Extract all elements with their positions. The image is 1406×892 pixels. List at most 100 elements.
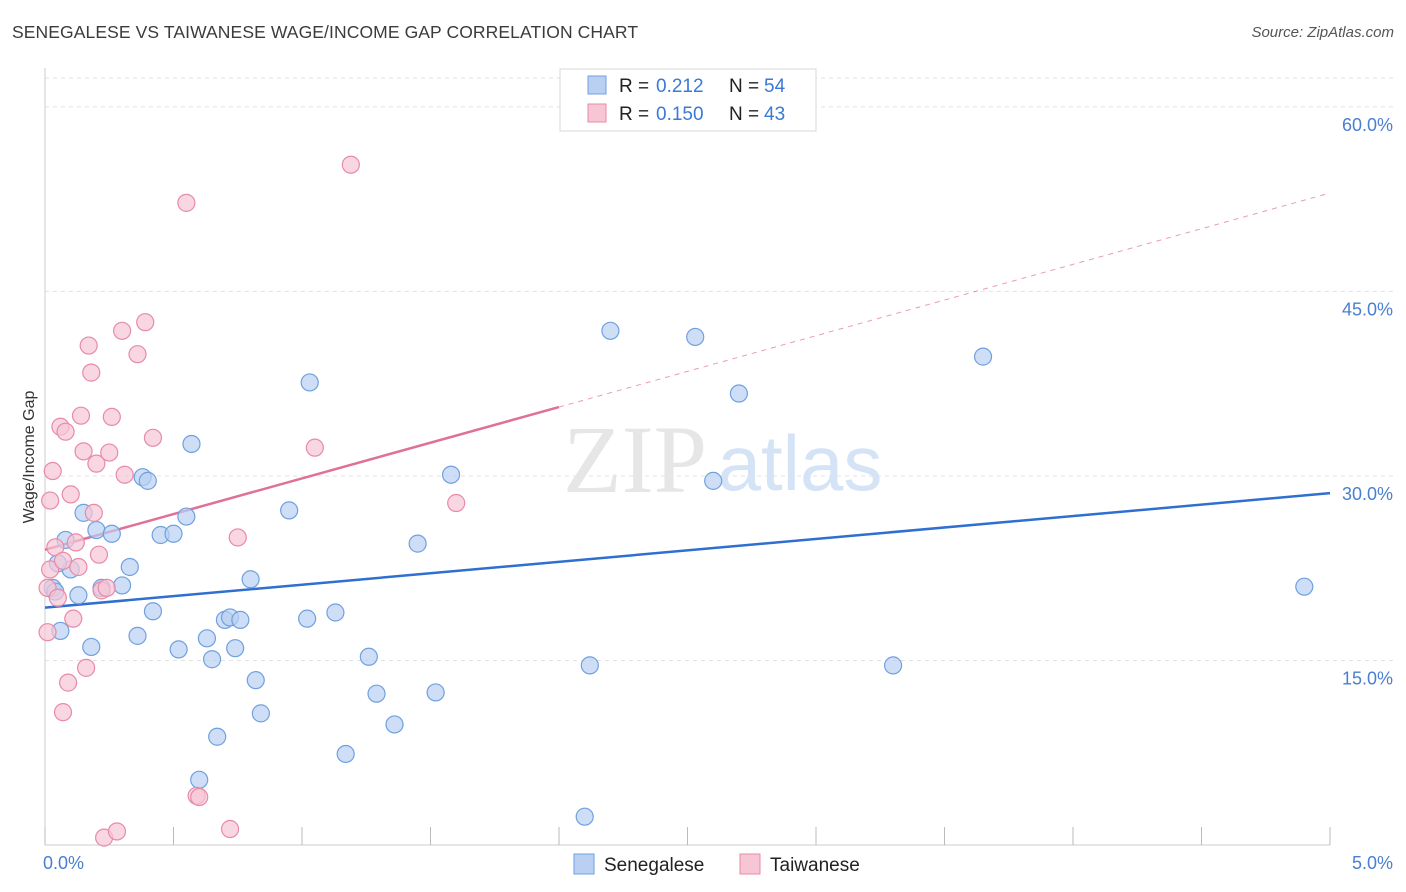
taiwanese-point-12 bbox=[61, 485, 80, 504]
senegalese-point-49 bbox=[729, 384, 749, 403]
senegalese-point-22 bbox=[190, 770, 209, 789]
source-attribution: Source: ZipAtlas.com bbox=[1251, 24, 1394, 41]
taiwanese-point-42 bbox=[447, 493, 466, 513]
y-tick-label-0: 15.0% bbox=[1342, 668, 1393, 688]
y-axis-label: Wage/Income Gap bbox=[21, 391, 38, 524]
senegalese-point-43 bbox=[441, 465, 461, 484]
taiwanese-point-21 bbox=[84, 503, 103, 522]
taiwanese-point-9 bbox=[53, 703, 73, 722]
senegalese-point-19 bbox=[169, 640, 188, 659]
taiwanese-point-29 bbox=[107, 822, 127, 841]
taiwanese-point-28 bbox=[102, 407, 121, 427]
taiwanese-point-30 bbox=[112, 321, 132, 340]
senegalese-point-42 bbox=[426, 683, 445, 702]
y-tick-label-1: 30.0% bbox=[1342, 484, 1393, 504]
axes bbox=[44, 68, 1331, 846]
taiwanese-point-32 bbox=[128, 345, 147, 364]
taiwanese-point-22 bbox=[87, 454, 106, 473]
senegalese-point-10 bbox=[102, 524, 121, 543]
legend-swatch-senegalese bbox=[587, 75, 607, 95]
taiwanese-point-10 bbox=[56, 422, 75, 441]
senegalese-point-21 bbox=[182, 434, 201, 454]
taiwanese-point-6 bbox=[48, 588, 67, 607]
taiwanese-point-23 bbox=[89, 545, 109, 564]
senegalese-point-50 bbox=[883, 656, 903, 675]
y-tick-label-3: 60.0% bbox=[1342, 115, 1393, 135]
senegalese-point-38 bbox=[359, 647, 378, 666]
taiwanese-point-3 bbox=[41, 491, 60, 510]
x-tick-label-0: 0.0% bbox=[43, 853, 84, 873]
senegalese-point-20 bbox=[177, 507, 196, 526]
legend-n-value-1: 54 bbox=[764, 76, 786, 97]
taiwanese-point-15 bbox=[69, 557, 88, 577]
taiwanese-point-33 bbox=[136, 313, 155, 332]
senegalese-point-23 bbox=[197, 629, 217, 648]
series-legend-label-senegalese: Senegalese bbox=[604, 855, 704, 876]
data-points bbox=[38, 155, 1314, 847]
legend-n-label-1: N = bbox=[729, 76, 759, 97]
senegalese-point-8 bbox=[87, 520, 106, 540]
senegalese-point-41 bbox=[408, 534, 427, 553]
senegalese-point-7 bbox=[82, 637, 101, 657]
taiwanese-point-27 bbox=[100, 443, 119, 462]
senegalese-trend-line bbox=[44, 491, 1331, 609]
senegalese-point-5 bbox=[69, 586, 88, 605]
legend-r-value-2: 0.150 bbox=[656, 104, 704, 125]
legend-r-value-1: 0.212 bbox=[656, 76, 704, 97]
taiwanese-point-16 bbox=[71, 406, 91, 425]
taiwanese-point-5 bbox=[46, 538, 65, 557]
senegalese-point-15 bbox=[138, 471, 157, 490]
watermark-atlas: atlas bbox=[718, 419, 883, 507]
watermark-zip: ZIP bbox=[563, 406, 707, 513]
taiwanese-point-37 bbox=[190, 787, 209, 807]
senegalese-point-36 bbox=[326, 603, 345, 622]
senegalese-point-48 bbox=[704, 471, 723, 490]
taiwanese-point-11 bbox=[59, 673, 78, 692]
senegalese-point-16 bbox=[143, 602, 163, 621]
senegalese-point-25 bbox=[208, 727, 227, 746]
taiwanese-point-34 bbox=[143, 428, 163, 447]
senegalese-point-40 bbox=[385, 715, 404, 734]
taiwanese-point-19 bbox=[79, 336, 98, 355]
legend-r-label-1: R = bbox=[619, 76, 649, 97]
taiwanese-point-20 bbox=[82, 363, 101, 382]
senegalese-point-28 bbox=[226, 639, 245, 658]
taiwanese-point-4 bbox=[43, 461, 62, 481]
senegalese-point-30 bbox=[241, 570, 260, 589]
senegalese-point-39 bbox=[367, 684, 386, 703]
taiwanese-point-35 bbox=[177, 193, 196, 212]
trend-lines bbox=[44, 192, 1331, 609]
senegalese-point-37 bbox=[336, 744, 355, 764]
taiwanese-point-0 bbox=[38, 623, 57, 642]
tick-labels: 15.0% 30.0% 45.0% 60.0% 0.0% 5.0% bbox=[43, 115, 1393, 873]
senegalese-point-33 bbox=[280, 501, 299, 520]
taiwanese-point-41 bbox=[341, 155, 360, 174]
senegalese-point-35 bbox=[300, 373, 319, 392]
taiwanese-point-26 bbox=[97, 578, 116, 597]
chart-title: SENEGALESE VS TAIWANESE WAGE/INCOME GAP … bbox=[12, 22, 639, 42]
taiwanese-point-8 bbox=[53, 551, 73, 570]
legend-n-label-2: N = bbox=[729, 104, 759, 125]
senegalese-point-44 bbox=[575, 807, 594, 826]
senegalese-point-18 bbox=[164, 524, 183, 543]
taiwanese-point-40 bbox=[305, 438, 324, 457]
senegalese-point-29 bbox=[231, 610, 250, 629]
taiwanese-point-17 bbox=[74, 442, 93, 461]
legend-n-value-2: 43 bbox=[764, 104, 785, 125]
senegalese-point-51 bbox=[973, 347, 993, 366]
taiwanese-point-31 bbox=[115, 465, 134, 484]
senegalese-point-32 bbox=[251, 704, 270, 723]
senegalese-point-13 bbox=[128, 626, 147, 645]
legend-r-label-2: R = bbox=[619, 104, 649, 125]
senegalese-point-52 bbox=[1295, 577, 1314, 596]
taiwanese-point-18 bbox=[77, 658, 96, 677]
x-tick-label-1: 5.0% bbox=[1352, 853, 1393, 873]
senegalese-point-34 bbox=[298, 609, 317, 628]
legend-swatch-taiwanese bbox=[587, 103, 607, 123]
taiwanese-point-14 bbox=[66, 533, 85, 552]
senegalese-point-46 bbox=[601, 321, 620, 340]
senegalese-point-47 bbox=[686, 327, 705, 347]
taiwanese-point-2 bbox=[41, 560, 60, 579]
correlation-legend: R = 0.212 N = 54 R = 0.150 N = 43 bbox=[559, 68, 817, 132]
